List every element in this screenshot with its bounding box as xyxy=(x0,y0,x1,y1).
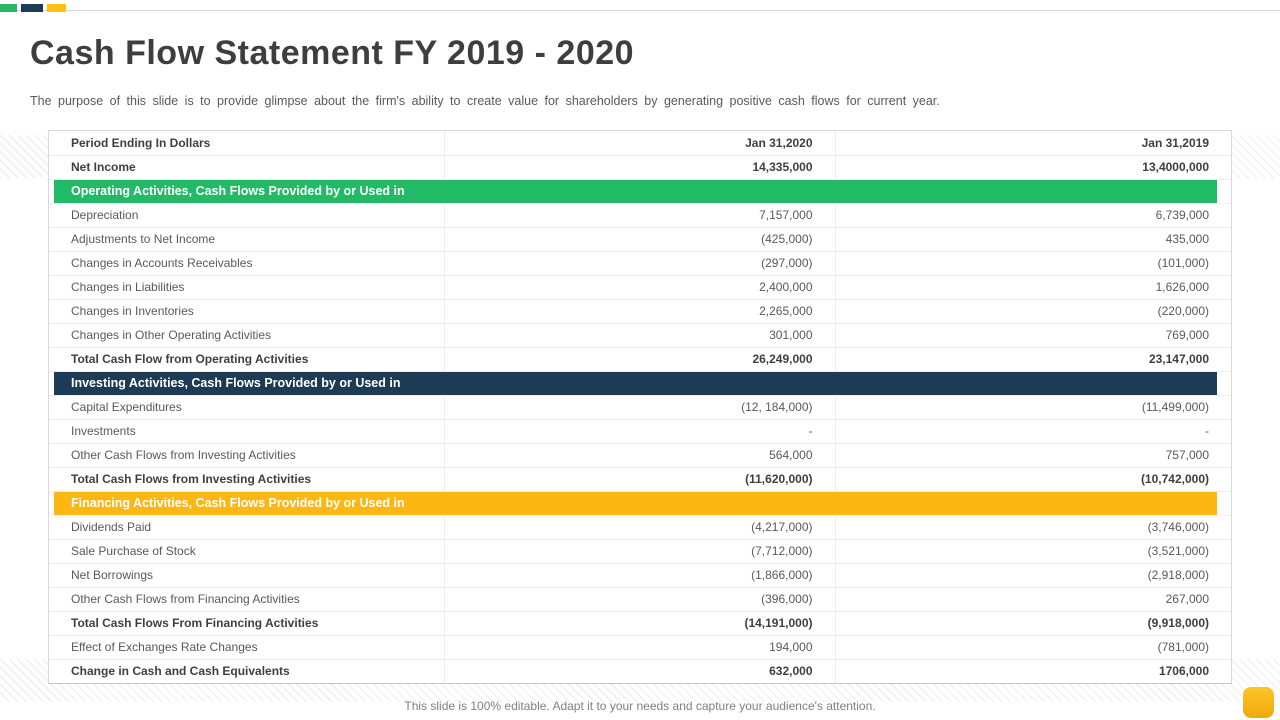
value-2019: 757,000 xyxy=(835,443,1231,468)
table-row: Total Cash Flow from Operating Activitie… xyxy=(49,347,1231,372)
row-label: Investments xyxy=(49,419,446,444)
section-header-row: Investing Activities, Cash Flows Provide… xyxy=(49,371,1231,396)
section-header-row: Financing Activities, Cash Flows Provide… xyxy=(49,491,1231,516)
value-2020: 194,000 xyxy=(444,635,836,660)
value-2019: (3,746,000) xyxy=(835,515,1231,540)
value-2020: - xyxy=(444,419,836,444)
row-label: Net Income xyxy=(49,155,446,180)
table-row: Changes in Liabilities 2,400,000 1,626,000 xyxy=(49,275,1231,300)
row-label: Adjustments to Net Income xyxy=(49,227,446,252)
value-2019: (10,742,000) xyxy=(835,467,1231,492)
table-row: Other Cash Flows from Investing Activiti… xyxy=(49,443,1231,468)
value-2019: (2,918,000) xyxy=(835,563,1231,588)
section-header-label: Financing Activities, Cash Flows Provide… xyxy=(49,491,1231,516)
table-row: Change in Cash and Cash Equivalents 632,0… xyxy=(49,659,1231,683)
value-2020: 2,400,000 xyxy=(444,275,836,300)
row-label: Total Cash Flows From Financing Activiti… xyxy=(49,611,446,636)
row-label: Net Borrowings xyxy=(49,563,446,588)
value-2020: (12, 184,000) xyxy=(444,395,836,420)
value-2020: 26,249,000 xyxy=(444,347,836,372)
row-label: Total Cash Flow from Operating Activitie… xyxy=(49,347,446,372)
table-row: Sale Purchase of Stock (7,712,000) (3,521,… xyxy=(49,539,1231,564)
section-header-row: Operating Activities, Cash Flows Provide… xyxy=(49,179,1231,204)
table-row: Total Cash Flows From Financing Activiti… xyxy=(49,611,1231,636)
value-2020: (425,000) xyxy=(444,227,836,252)
section-header-label: Operating Activities, Cash Flows Provide… xyxy=(49,179,1231,204)
value-2019: (220,000) xyxy=(835,299,1231,324)
section-header-label: Investing Activities, Cash Flows Provide… xyxy=(49,371,1231,396)
header-col-2019: Jan 31,2019 xyxy=(835,131,1231,156)
table-row: Changes in Accounts Receivables (297,000)… xyxy=(49,251,1231,276)
top-divider-line xyxy=(0,10,1280,11)
value-2019: (11,499,000) xyxy=(835,395,1231,420)
value-2020: 564,000 xyxy=(444,443,836,468)
value-2019: (9,918,000) xyxy=(835,611,1231,636)
value-2019: 435,000 xyxy=(835,227,1231,252)
value-2020: (14,191,000) xyxy=(444,611,836,636)
row-label: Changes in Liabilities xyxy=(49,275,446,300)
table-row: Adjustments to Net Income (425,000) 435,00… xyxy=(49,227,1231,252)
row-label: Changes in Inventories xyxy=(49,299,446,324)
table-row: Depreciation 7,157,000 6,739,000 xyxy=(49,203,1231,228)
cash-flow-table: Period Ending In Dollars Jan 31,2020 Jan… xyxy=(48,130,1232,684)
value-2020: (1,866,000) xyxy=(444,563,836,588)
accent-square-yellow xyxy=(47,4,66,12)
table-row: Changes in Inventories 2,265,000 (220,000) xyxy=(49,299,1231,324)
value-2019: 769,000 xyxy=(835,323,1231,348)
table-row: Net Borrowings (1,866,000) (2,918,000) xyxy=(49,563,1231,588)
row-label: Depreciation xyxy=(49,203,446,228)
row-label: Change in Cash and Cash Equivalents xyxy=(49,659,446,683)
header-col-2020: Jan 31,2020 xyxy=(444,131,836,156)
value-2019: (781,000) xyxy=(835,635,1231,660)
value-2020: (11,620,000) xyxy=(444,467,836,492)
value-2020: (4,217,000) xyxy=(444,515,836,540)
header-period-label: Period Ending In Dollars xyxy=(49,131,446,156)
table-row: Investments - - xyxy=(49,419,1231,444)
table-row: Capital Expenditures (12, 184,000) (11,499… xyxy=(49,395,1231,420)
table-row: Dividends Paid (4,217,000) (3,746,000) xyxy=(49,515,1231,540)
value-2019: - xyxy=(835,419,1231,444)
slide-footer: This slide is 100% editable. Adapt it to… xyxy=(404,699,876,713)
row-label: Changes in Accounts Receivables xyxy=(49,251,446,276)
value-2020: (7,712,000) xyxy=(444,539,836,564)
accent-square-navy xyxy=(21,4,43,12)
value-2019: 13,4000,000 xyxy=(835,155,1231,180)
row-label: Effect of Exchanges Rate Changes xyxy=(49,635,446,660)
corner-action-button[interactable] xyxy=(1243,687,1274,718)
value-2019: 23,147,000 xyxy=(835,347,1231,372)
value-2020: 632,000 xyxy=(444,659,836,683)
value-2020: (297,000) xyxy=(444,251,836,276)
page-title: Cash Flow Statement FY 2019 - 2020 xyxy=(30,34,635,72)
value-2019: (101,000) xyxy=(835,251,1231,276)
accent-square-green xyxy=(0,4,17,12)
value-2019: 1,626,000 xyxy=(835,275,1231,300)
table-row: Other Cash Flows from Financing Activiti… xyxy=(49,587,1231,612)
value-2019: 267,000 xyxy=(835,587,1231,612)
row-label: Other Cash Flows from Investing Activiti… xyxy=(49,443,446,468)
slide-subtitle: The purpose of this slide is to provide … xyxy=(30,94,940,108)
row-label: Capital Expenditures xyxy=(49,395,446,420)
value-2020: (396,000) xyxy=(444,587,836,612)
value-2020: 2,265,000 xyxy=(444,299,836,324)
table-row: Total Cash Flows from Investing Activiti… xyxy=(49,467,1231,492)
table-row: Net Income 14,335,000 13,4000,000 xyxy=(49,155,1231,180)
value-2019: 1706,000 xyxy=(1158,664,1209,679)
row-label: Changes in Other Operating Activities xyxy=(49,323,446,348)
table-row: Changes in Other Operating Activities 301… xyxy=(49,323,1231,348)
value-2019: 6,739,000 xyxy=(835,203,1231,228)
table-row: Effect of Exchanges Rate Changes 194,000(… xyxy=(49,635,1231,660)
value-2020: 14,335,000 xyxy=(444,155,836,180)
cash-flow-table-body: Net Income 14,335,000 13,4000,000 Operating… xyxy=(49,155,1231,683)
value-2020: 301,000 xyxy=(444,323,836,348)
row-label: Dividends Paid xyxy=(49,515,446,540)
row-label: Total Cash Flows from Investing Activiti… xyxy=(49,467,446,492)
row-label: Sale Purchase of Stock xyxy=(49,539,446,564)
value-2020: 7,157,000 xyxy=(444,203,836,228)
row-label: Other Cash Flows from Financing Activiti… xyxy=(49,587,446,612)
value-2019: (3,521,000) xyxy=(835,539,1231,564)
table-header-row: Period Ending In Dollars Jan 31,2020 Jan… xyxy=(49,131,1231,156)
